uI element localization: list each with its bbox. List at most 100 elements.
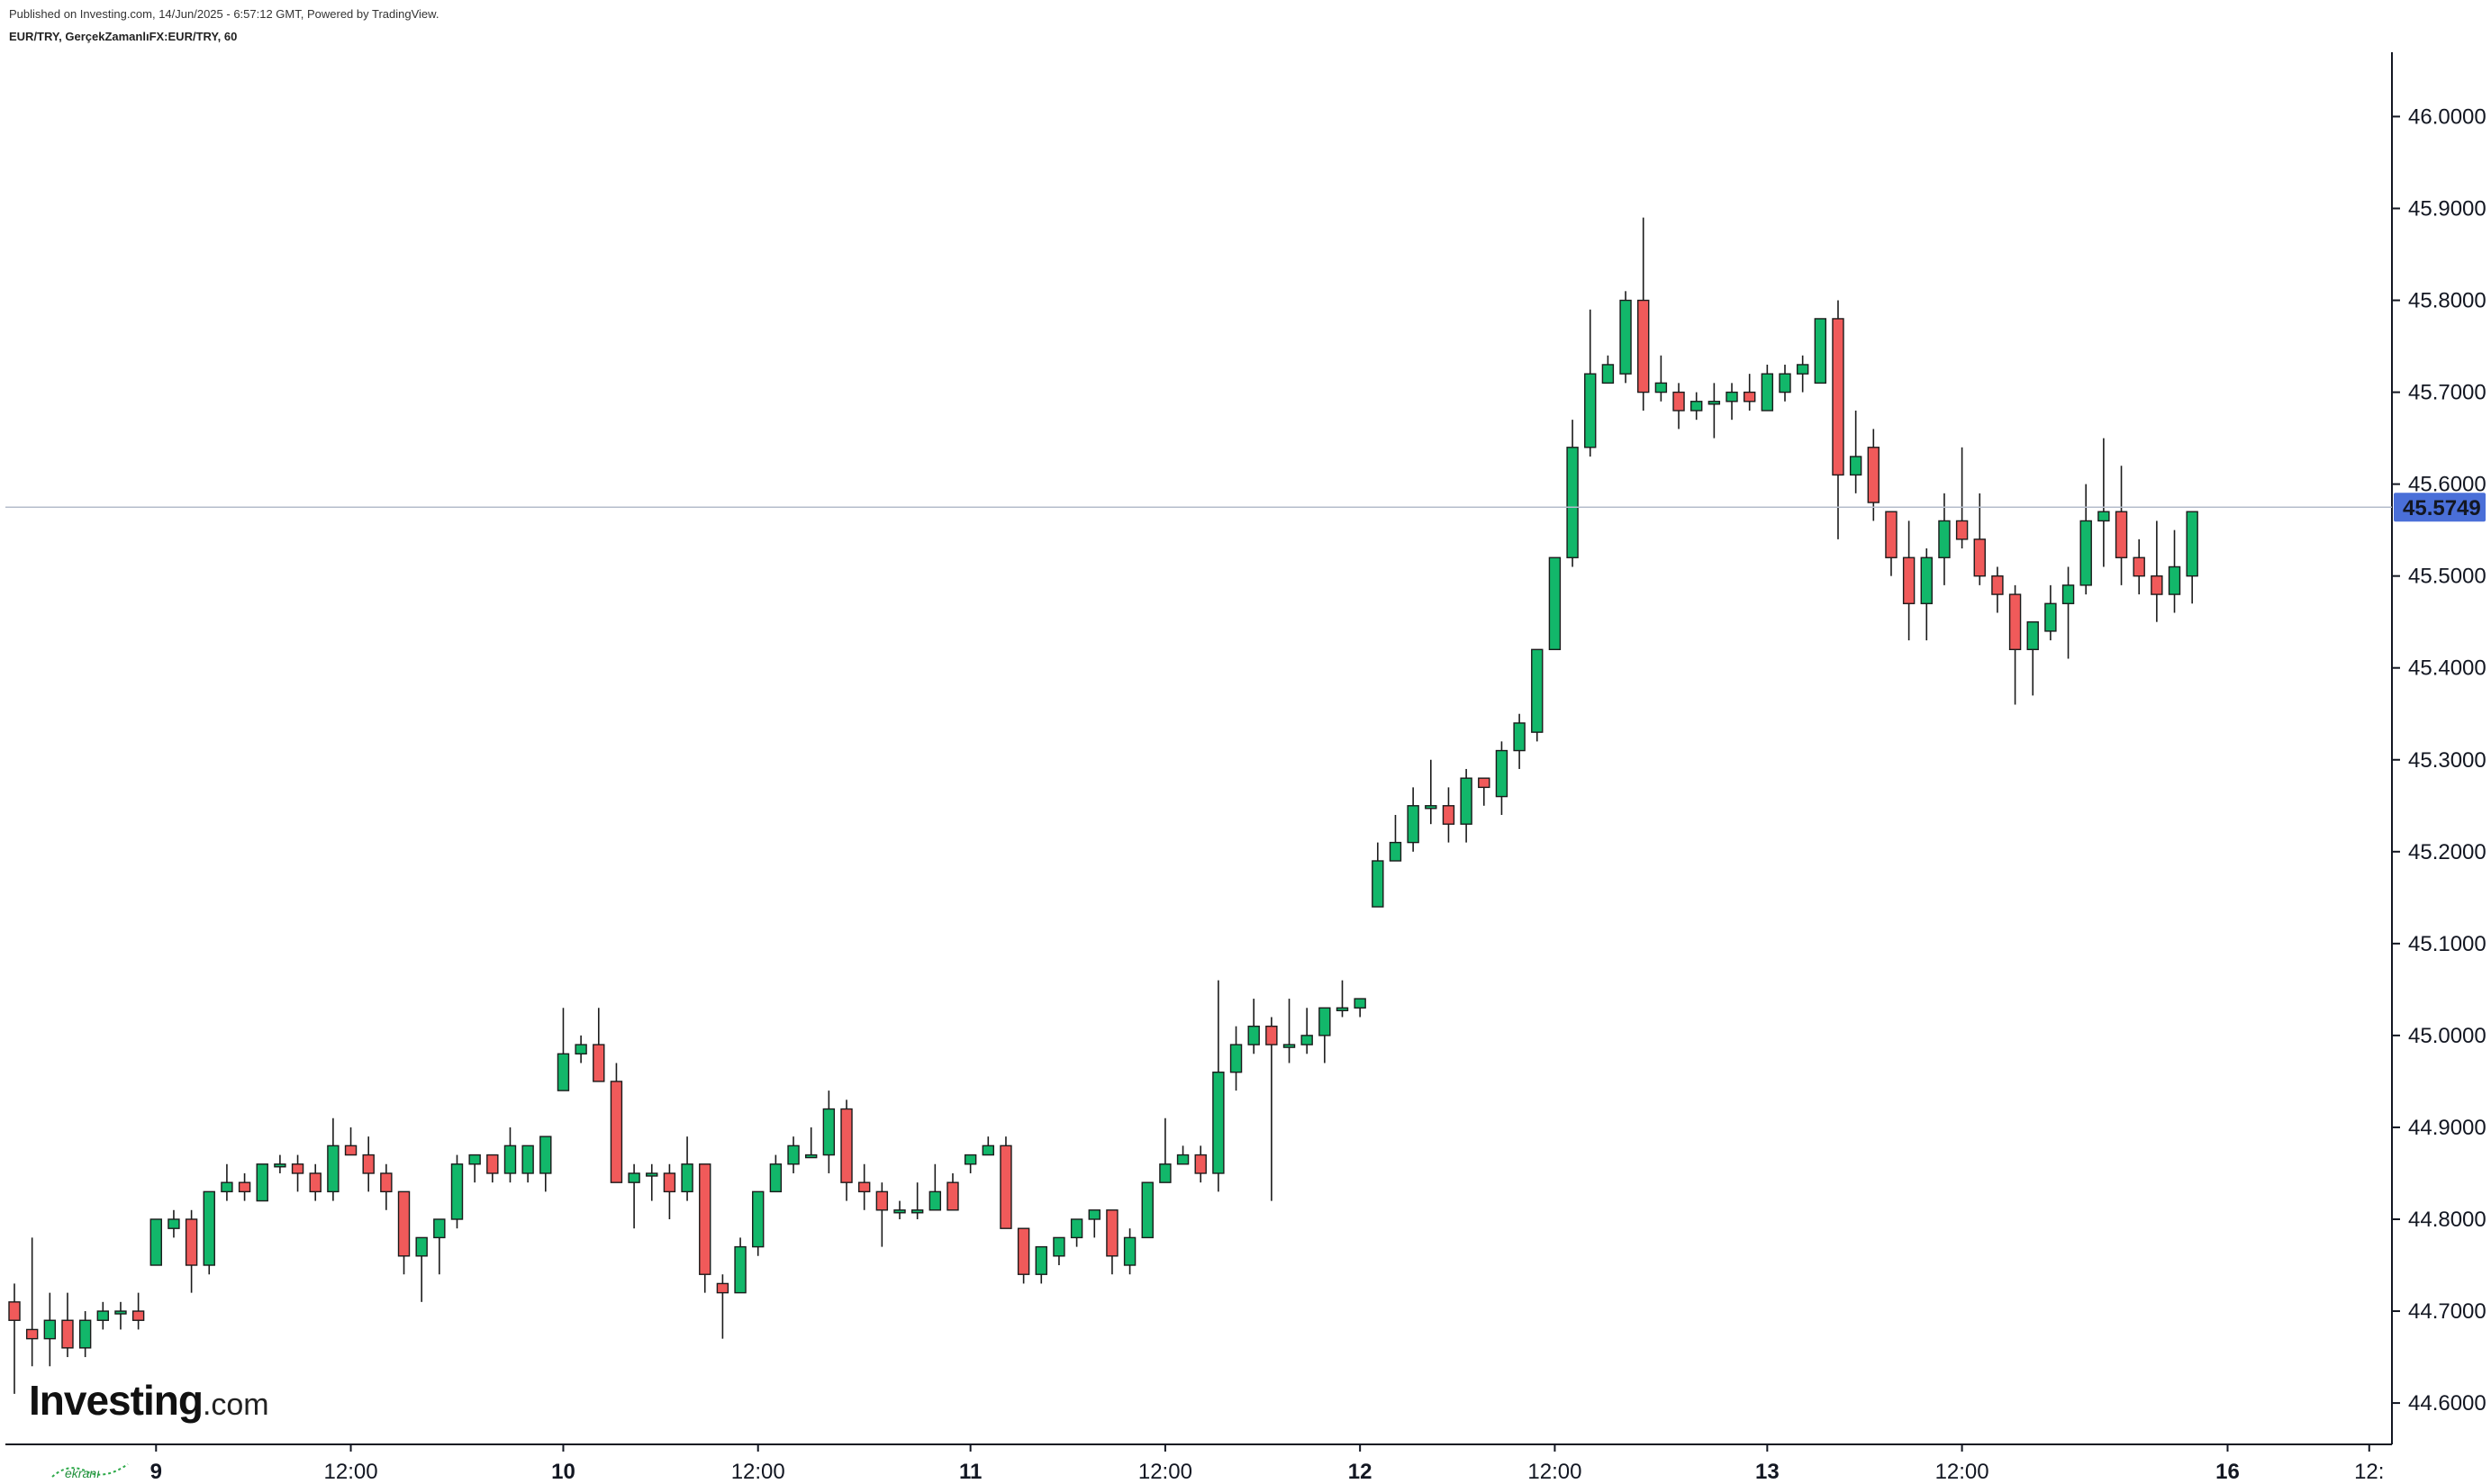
candle-body	[1407, 805, 1419, 844]
candle	[1106, 1209, 1119, 1275]
x-tick-label: 12:00	[1527, 1460, 1581, 1484]
candle	[521, 1145, 534, 1183]
candle	[1460, 768, 1472, 843]
candle	[256, 1163, 268, 1202]
candle-body	[468, 1154, 481, 1165]
candle	[1354, 998, 1366, 1018]
candle-body	[769, 1163, 783, 1193]
candle	[221, 1163, 233, 1201]
candle	[628, 1163, 640, 1229]
y-tick-label: 46.0000	[2408, 104, 2486, 129]
candle-body	[114, 1310, 127, 1315]
candle	[1229, 1026, 1243, 1091]
candle	[1814, 318, 1827, 385]
candle-body	[2061, 584, 2075, 604]
candle-body	[168, 1218, 180, 1229]
candle	[1707, 383, 1721, 439]
y-tick-label: 45.6000	[2408, 473, 2486, 497]
candle	[1300, 1008, 1313, 1054]
candle	[1920, 548, 1933, 641]
candle	[1654, 355, 1668, 402]
candle-body	[964, 1154, 977, 1165]
candle	[646, 1163, 658, 1201]
candle	[1955, 447, 1969, 549]
candle-body	[309, 1172, 322, 1193]
candle	[1601, 355, 1615, 385]
candle-body	[1070, 1218, 1083, 1239]
candle	[1478, 777, 1490, 806]
candle-body	[8, 1301, 21, 1321]
candle-body	[1885, 511, 1898, 558]
candle	[503, 1127, 517, 1183]
candle-body	[928, 1190, 942, 1211]
candle	[168, 1209, 180, 1238]
candle-body	[1513, 722, 1526, 752]
candle	[1372, 842, 1384, 908]
candle	[2133, 538, 2145, 595]
x-tick-label: 12:00	[731, 1460, 785, 1484]
candle-body	[893, 1209, 906, 1214]
candle-body	[787, 1145, 800, 1165]
candle-body	[238, 1181, 251, 1193]
candle	[1194, 1145, 1207, 1183]
candle-body	[1637, 299, 1650, 394]
candle	[1000, 1136, 1012, 1229]
candle-body	[1672, 391, 1685, 412]
candle	[1247, 999, 1260, 1054]
candle	[238, 1172, 251, 1201]
candle-body	[1229, 1044, 1243, 1073]
candle-body	[982, 1145, 995, 1156]
candle-body	[256, 1163, 268, 1202]
y-tick-label: 45.8000	[2408, 289, 2486, 313]
watermark-text: ekranı	[65, 1466, 100, 1480]
candle-body	[1212, 1072, 1225, 1174]
candle	[699, 1163, 711, 1293]
candle	[415, 1236, 428, 1302]
candle	[131, 1292, 145, 1330]
y-tick-label: 44.6000	[2408, 1391, 2486, 1416]
last-price-badge	[2394, 493, 2486, 522]
candle	[96, 1301, 110, 1330]
candle	[1761, 364, 1774, 412]
candle	[1867, 429, 1880, 521]
candle-body	[1707, 401, 1721, 405]
candle-body	[1300, 1035, 1313, 1045]
candle	[1282, 999, 1296, 1063]
candle	[575, 1035, 587, 1063]
candle	[185, 1209, 198, 1293]
candle-body	[1991, 575, 2004, 595]
candle	[769, 1154, 783, 1193]
y-tick-label: 45.9000	[2408, 196, 2486, 221]
candle-body	[752, 1190, 765, 1248]
candle	[752, 1190, 765, 1256]
candle	[468, 1154, 481, 1183]
candle-body	[1159, 1163, 1172, 1183]
candle-body	[1017, 1227, 1030, 1275]
candle-body	[699, 1163, 711, 1275]
candle-body	[539, 1136, 552, 1174]
y-tick-label: 45.2000	[2408, 840, 2486, 864]
candle	[78, 1311, 92, 1358]
candle-body	[734, 1245, 747, 1294]
x-tick-label: 12:	[2354, 1460, 2384, 1484]
candle-body	[1442, 805, 1455, 825]
candle-body	[1372, 860, 1384, 908]
candle	[893, 1200, 906, 1219]
x-tick-label: 13	[1755, 1460, 1780, 1484]
candle	[1531, 648, 1544, 742]
candle-body	[1779, 373, 1791, 394]
candle-body	[1035, 1245, 1047, 1275]
last-price-group: 45.5749	[5, 493, 2486, 522]
candle	[840, 1099, 853, 1201]
candle	[274, 1154, 286, 1173]
candle	[734, 1237, 747, 1294]
candle	[149, 1218, 162, 1266]
candle-body	[857, 1181, 871, 1193]
y-tick-label: 45.3000	[2408, 748, 2486, 773]
candle	[1991, 566, 2004, 613]
y-tick-label: 45.7000	[2408, 381, 2486, 405]
candle-body	[380, 1172, 393, 1193]
candle-body	[25, 1328, 39, 1340]
candle-body	[291, 1163, 304, 1174]
